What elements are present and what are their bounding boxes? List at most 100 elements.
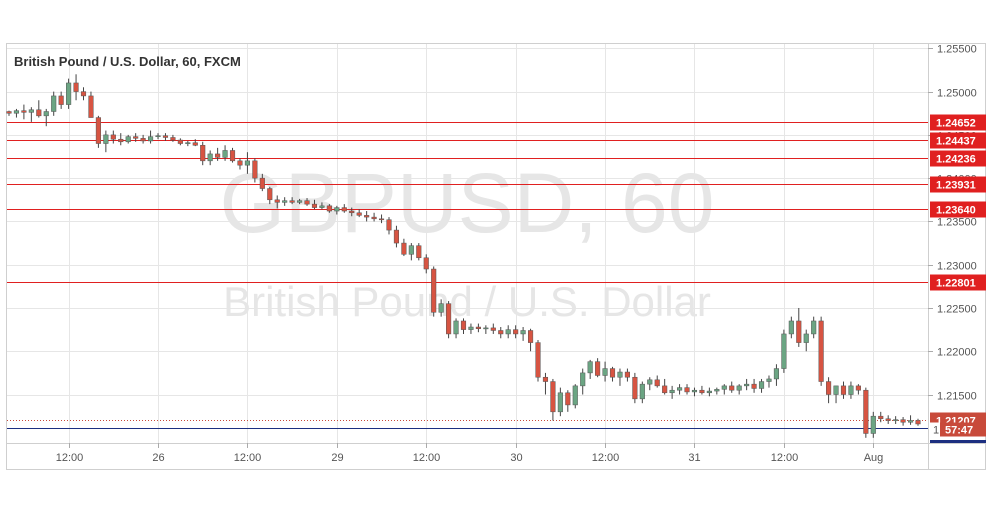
candle-body — [326, 205, 332, 212]
candle-body — [542, 376, 549, 382]
level-badge — [930, 274, 986, 291]
candle-body — [691, 389, 698, 393]
level-badge — [930, 150, 986, 167]
level-label: 1.24236 — [936, 154, 976, 166]
candle-body — [915, 420, 921, 425]
x-tick-label: 12:00 — [592, 452, 620, 464]
horizontal-levels — [7, 122, 928, 429]
candle-body — [721, 385, 727, 390]
candle-body — [177, 139, 183, 144]
countdown-badge — [940, 422, 986, 437]
watermark-name: British Pound / U.S. Dollar — [223, 278, 711, 325]
candle-body — [28, 109, 34, 113]
candle-body — [185, 142, 191, 144]
y-tick-label: 1.21500 — [937, 391, 977, 403]
candle-body — [811, 320, 817, 335]
candle-body — [133, 136, 139, 139]
watermark: GBPUSD, 60 British Pound / U.S. Dollar — [220, 156, 715, 325]
candle-body — [393, 229, 400, 244]
price-badges: 1.24652 1.24437 1.24236 1.23931 1.23640 1.228… — [930, 114, 986, 443]
candle-body — [565, 392, 571, 406]
level-label: 1.24437 — [936, 136, 976, 148]
y-tick-label: 1.25000 — [937, 88, 977, 100]
candle-body — [58, 95, 64, 105]
candle-body — [736, 385, 742, 391]
candle-body — [639, 383, 645, 400]
level-badge — [930, 201, 986, 218]
candle-body — [848, 385, 854, 395]
watermark-symbol: GBPUSD, 60 — [220, 156, 715, 250]
candle-body — [744, 383, 750, 387]
candle-body — [833, 385, 839, 395]
candle-body — [6, 111, 12, 114]
candle-body — [893, 419, 899, 421]
candle-body — [595, 361, 601, 376]
candle-body — [907, 420, 914, 423]
candle-body — [460, 320, 467, 330]
time-axis: 12:00 26 12:00 29 12:00 30 12:00 31 12:00 Aug — [56, 443, 884, 464]
x-tick-label: 29 — [331, 452, 343, 464]
y-tick-label: 1.23500 — [937, 217, 977, 229]
candle-body — [289, 200, 295, 203]
grid — [7, 44, 928, 443]
x-tick-label: 26 — [152, 452, 164, 464]
candle-body — [334, 207, 340, 212]
candle-body — [386, 219, 392, 231]
candle-body — [304, 200, 310, 205]
candle-body — [840, 385, 847, 395]
candle-body — [13, 110, 20, 114]
candle-body — [602, 368, 608, 376]
candle-body — [677, 387, 683, 391]
candle-body — [237, 160, 243, 166]
candle-body — [878, 415, 884, 420]
candle-body — [468, 326, 474, 330]
candle-body — [483, 327, 489, 330]
candle-body — [788, 320, 794, 335]
x-tick-label: 31 — [688, 452, 700, 464]
countdown-underline — [930, 440, 986, 443]
x-tick-label: Aug — [864, 452, 884, 464]
candle-body — [863, 389, 869, 434]
candle-body — [855, 385, 861, 391]
candle-body — [267, 188, 273, 201]
level-badge — [930, 176, 986, 193]
candle-body — [192, 142, 198, 146]
candle-body — [527, 330, 534, 343]
candle-body — [513, 329, 519, 335]
candle-body — [706, 390, 712, 394]
candle-body — [632, 376, 638, 400]
level-label: 1.23640 — [936, 205, 976, 217]
candle-body — [647, 379, 653, 385]
candle-body — [349, 210, 355, 214]
y-tick-label: 1.22500 — [937, 304, 977, 316]
y-tick-label: 1.23000 — [937, 261, 977, 273]
candle-body — [36, 109, 42, 117]
candle-body — [870, 415, 876, 434]
candle-body — [535, 342, 541, 378]
candle-body — [826, 381, 832, 395]
level-label: 1.22801 — [936, 278, 976, 290]
candle-body — [751, 383, 757, 389]
candle-body — [51, 95, 57, 112]
candle-body — [110, 134, 116, 140]
candle-body — [624, 371, 630, 378]
candle-body — [557, 392, 563, 413]
chart-title: British Pound / U.S. Dollar, 60, FXCM — [14, 54, 241, 69]
candle-body — [378, 218, 385, 221]
candle-body — [371, 216, 377, 220]
candle-body — [520, 330, 526, 335]
x-tick-label: 12:00 — [413, 452, 441, 464]
candle-body — [475, 326, 481, 330]
candle-body — [103, 134, 109, 144]
candle-body — [207, 153, 213, 162]
candle-body — [356, 212, 362, 216]
level-badge — [930, 132, 986, 149]
candle-body — [587, 361, 593, 374]
candle-body — [781, 333, 787, 369]
candle-body — [900, 419, 906, 423]
candle-body — [714, 389, 720, 392]
countdown-prefix: 1 — [933, 425, 939, 437]
candle-body — [155, 135, 161, 137]
candle-body — [617, 371, 623, 378]
candle-body — [699, 389, 705, 394]
